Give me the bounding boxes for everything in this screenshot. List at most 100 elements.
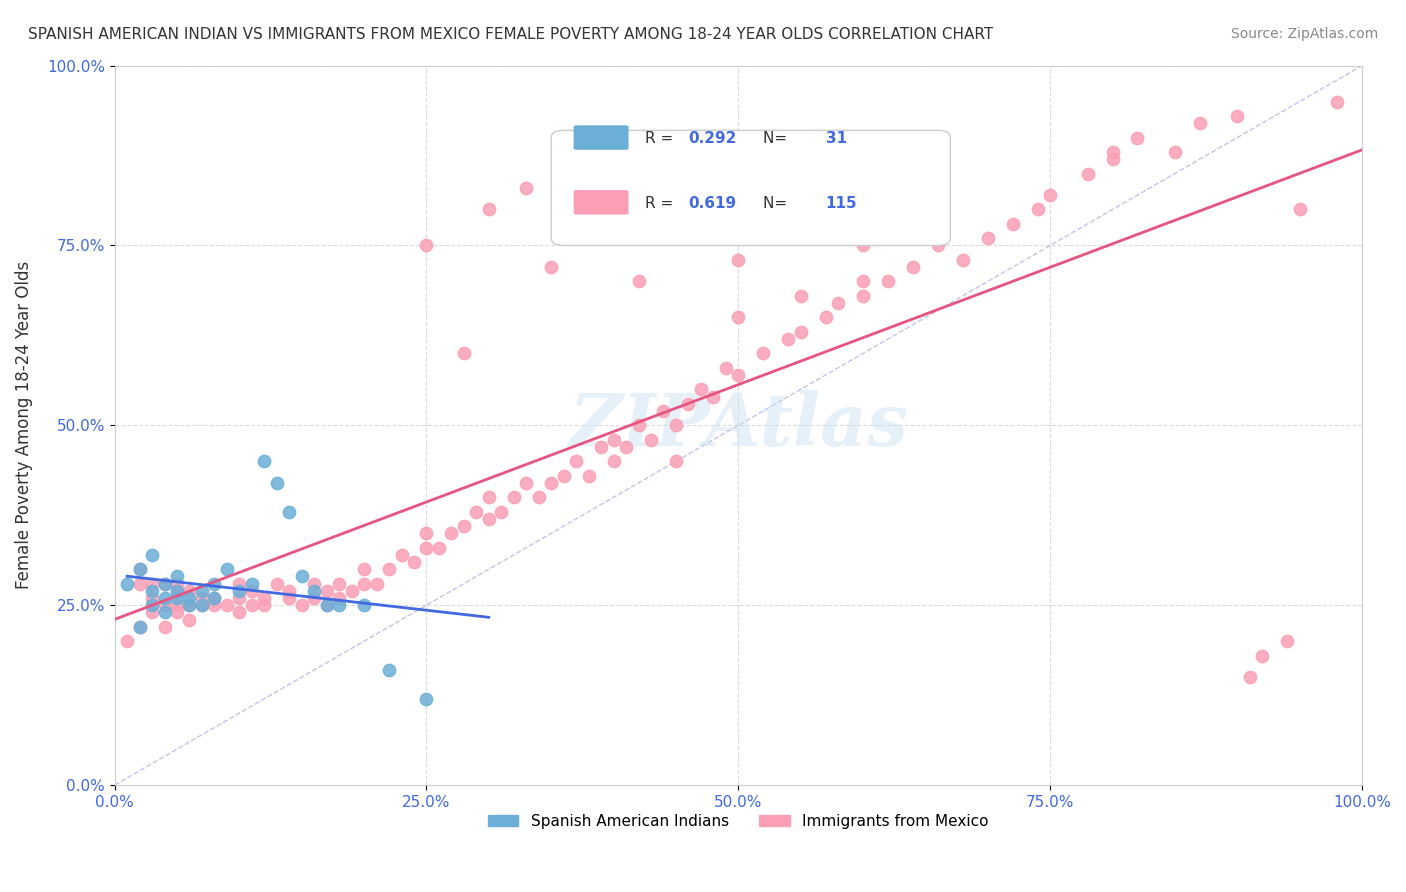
Y-axis label: Female Poverty Among 18-24 Year Olds: Female Poverty Among 18-24 Year Olds [15,261,32,590]
Point [1026,202,1049,217]
Point [315,598,337,612]
Point [166,606,188,620]
Point [179,583,201,598]
Point [315,598,337,612]
Point [153,598,176,612]
Text: 0.619: 0.619 [689,196,737,211]
Point [1101,152,1123,166]
Point [278,583,301,598]
Text: R =: R = [645,196,678,211]
Point [153,606,176,620]
Point [527,491,550,505]
Point [291,598,314,612]
Point [602,454,624,468]
Point [727,310,749,325]
Point [166,598,188,612]
Text: 31: 31 [825,131,846,146]
Point [340,583,363,598]
Point [852,238,875,252]
Point [640,433,662,447]
Point [778,332,800,346]
Point [415,238,437,252]
Point [515,475,537,490]
Point [665,418,688,433]
Point [814,310,837,325]
Point [353,598,375,612]
Point [278,591,301,605]
Point [1226,109,1249,123]
Point [328,591,350,605]
Point [553,468,575,483]
Point [515,181,537,195]
Point [153,591,176,605]
Legend: Spanish American Indians, Immigrants from Mexico: Spanish American Indians, Immigrants fro… [482,808,995,835]
Point [115,634,138,648]
Point [266,576,288,591]
Point [253,591,276,605]
Point [540,475,562,490]
Point [128,562,150,576]
Point [228,576,250,591]
Point [1251,648,1274,663]
Point [353,562,375,576]
Point [166,583,188,598]
Point [179,613,201,627]
Point [228,606,250,620]
Point [1077,167,1099,181]
Point [702,390,724,404]
Point [1326,95,1348,109]
Point [478,202,501,217]
Point [215,562,238,576]
Point [752,346,775,360]
Text: R =: R = [645,131,678,146]
Point [602,188,624,202]
Point [240,598,263,612]
Point [415,526,437,541]
Point [901,260,924,274]
Point [202,591,225,605]
Point [191,583,214,598]
Point [202,591,225,605]
Point [1275,634,1298,648]
Point [353,576,375,591]
Point [678,397,700,411]
Point [253,598,276,612]
Point [240,583,263,598]
Point [627,418,650,433]
Point [1126,130,1149,145]
Point [115,576,138,591]
Point [391,548,413,562]
Point [228,591,250,605]
Point [1164,145,1187,159]
Point [302,576,325,591]
Point [415,541,437,555]
Point [578,468,600,483]
Point [266,475,288,490]
Point [789,289,811,303]
Point [1239,670,1261,684]
Point [852,289,875,303]
FancyBboxPatch shape [574,125,628,150]
Point [141,606,163,620]
Point [491,505,513,519]
Point [240,576,263,591]
Point [1101,145,1123,159]
Point [202,576,225,591]
Point [128,562,150,576]
Point [614,440,637,454]
Point [166,576,188,591]
Point [1039,188,1062,202]
Point [415,691,437,706]
Point [128,620,150,634]
Point [977,231,1000,245]
Point [378,663,401,677]
Point [202,598,225,612]
Text: 0.292: 0.292 [689,131,737,146]
Point [453,346,475,360]
Point [714,360,737,375]
Text: ZIPAtlas: ZIPAtlas [569,390,908,461]
Point [478,491,501,505]
Text: N=: N= [763,196,792,211]
Point [453,519,475,533]
FancyBboxPatch shape [551,130,950,245]
